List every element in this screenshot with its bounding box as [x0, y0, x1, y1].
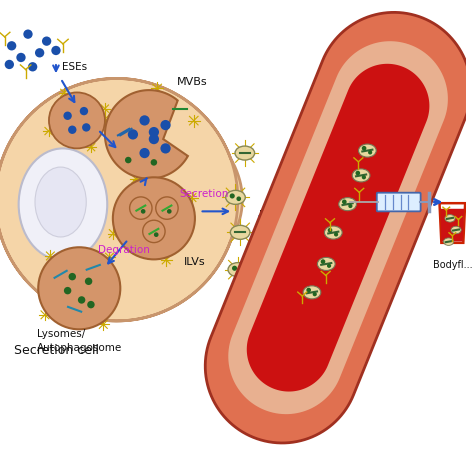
Circle shape — [143, 220, 165, 243]
Circle shape — [151, 159, 157, 165]
Ellipse shape — [35, 167, 86, 237]
Circle shape — [64, 111, 72, 120]
FancyBboxPatch shape — [377, 193, 420, 211]
Text: Bodyfl...: Bodyfl... — [432, 260, 472, 270]
Circle shape — [232, 266, 237, 271]
Ellipse shape — [318, 257, 335, 271]
Ellipse shape — [230, 225, 250, 239]
Circle shape — [69, 273, 76, 280]
Ellipse shape — [324, 226, 342, 239]
Circle shape — [230, 193, 235, 199]
Circle shape — [16, 53, 26, 62]
Ellipse shape — [235, 146, 255, 160]
Text: ILVs: ILVs — [184, 257, 206, 267]
Ellipse shape — [445, 215, 455, 222]
Ellipse shape — [352, 169, 370, 182]
Text: Autophagosome: Autophagosome — [37, 343, 123, 353]
Polygon shape — [440, 209, 464, 241]
Circle shape — [239, 269, 244, 273]
Circle shape — [139, 148, 150, 158]
Circle shape — [160, 143, 171, 154]
Circle shape — [49, 92, 105, 148]
Ellipse shape — [226, 191, 245, 204]
Circle shape — [321, 259, 325, 264]
Polygon shape — [439, 203, 465, 243]
Circle shape — [356, 171, 360, 175]
Circle shape — [154, 232, 158, 237]
Circle shape — [160, 120, 171, 130]
Circle shape — [7, 41, 16, 50]
Circle shape — [5, 60, 14, 69]
Circle shape — [38, 247, 120, 329]
Circle shape — [334, 232, 338, 237]
Text: Exosomes: Exosomes — [259, 210, 311, 220]
Circle shape — [64, 287, 72, 294]
Polygon shape — [205, 12, 471, 443]
Circle shape — [149, 134, 159, 144]
Circle shape — [149, 127, 159, 137]
Circle shape — [42, 36, 51, 46]
Circle shape — [35, 48, 44, 57]
Circle shape — [23, 29, 33, 39]
Circle shape — [327, 264, 331, 268]
Text: Degration: Degration — [98, 246, 150, 255]
Circle shape — [313, 292, 317, 296]
Circle shape — [85, 278, 92, 285]
Circle shape — [51, 46, 61, 55]
Circle shape — [125, 157, 131, 164]
Polygon shape — [105, 90, 188, 179]
Polygon shape — [228, 41, 448, 414]
Polygon shape — [0, 79, 242, 321]
Circle shape — [328, 228, 332, 233]
Circle shape — [362, 146, 366, 151]
Circle shape — [306, 288, 311, 292]
Circle shape — [139, 115, 150, 126]
Ellipse shape — [451, 226, 461, 234]
Ellipse shape — [339, 198, 356, 210]
Circle shape — [80, 107, 88, 115]
Circle shape — [128, 129, 138, 139]
Circle shape — [141, 209, 146, 214]
Text: ESEs: ESEs — [62, 62, 87, 72]
Circle shape — [362, 175, 366, 179]
Circle shape — [113, 177, 195, 259]
Ellipse shape — [444, 238, 454, 246]
Text: Lysomes/: Lysomes/ — [37, 329, 85, 339]
Polygon shape — [247, 64, 429, 392]
Circle shape — [87, 301, 95, 309]
Circle shape — [167, 209, 172, 214]
Circle shape — [348, 204, 353, 208]
Circle shape — [78, 296, 85, 304]
Ellipse shape — [18, 148, 107, 260]
Circle shape — [28, 62, 37, 72]
Text: Secretion: Secretion — [180, 189, 229, 200]
Ellipse shape — [228, 263, 247, 277]
Ellipse shape — [358, 144, 376, 157]
Ellipse shape — [303, 286, 321, 299]
Circle shape — [82, 123, 91, 132]
Text: Secretion cell: Secretion cell — [14, 344, 99, 356]
Text: MVBs: MVBs — [177, 77, 208, 87]
Circle shape — [237, 196, 241, 201]
Circle shape — [156, 197, 178, 219]
Circle shape — [342, 200, 346, 204]
Circle shape — [129, 197, 152, 219]
Circle shape — [368, 150, 372, 155]
Circle shape — [68, 126, 76, 134]
